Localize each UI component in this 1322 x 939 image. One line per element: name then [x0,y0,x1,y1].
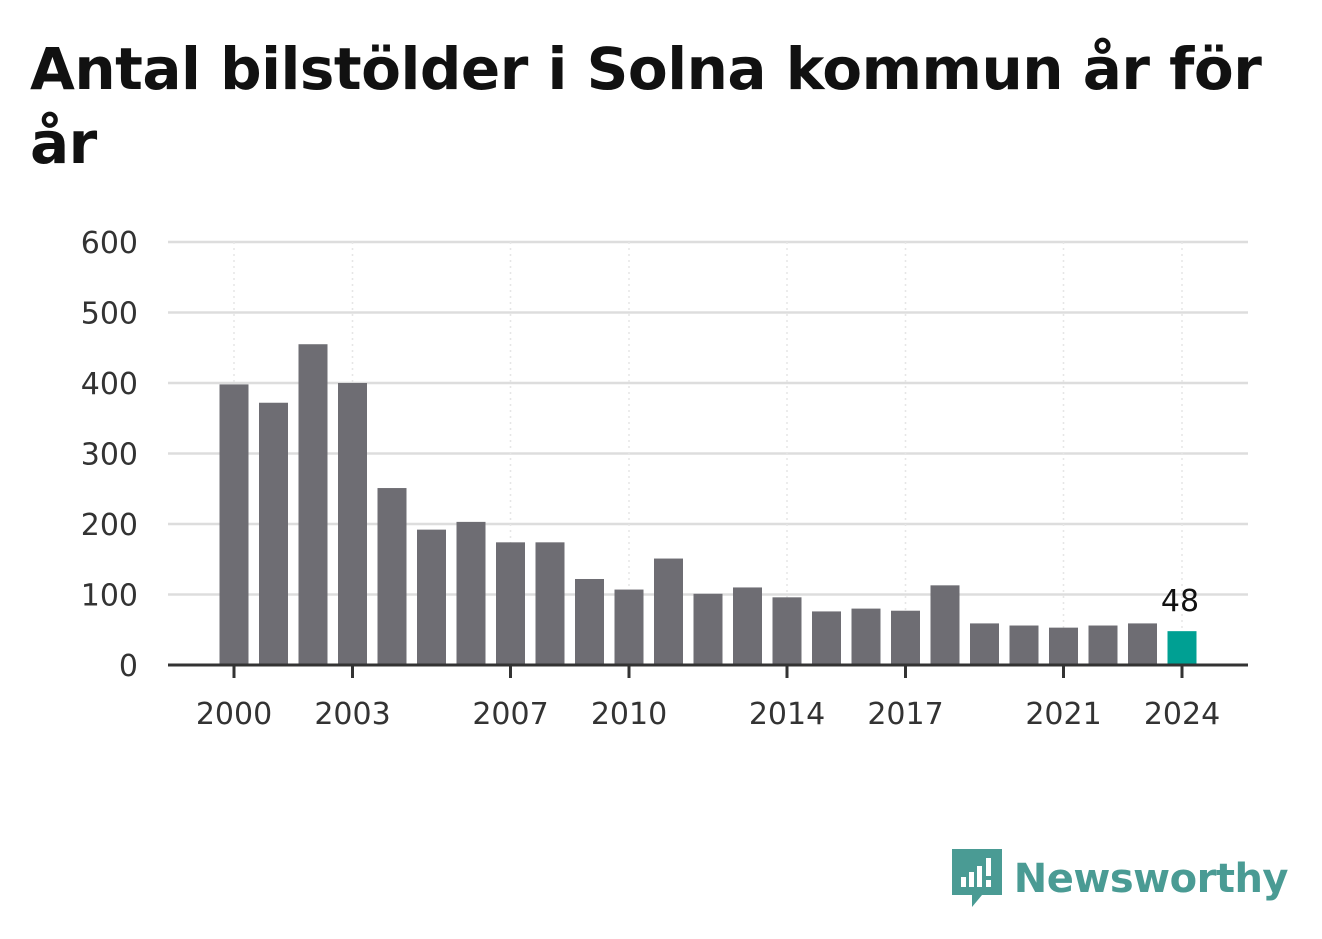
bars [219,344,1197,665]
x-tick-label: 2007 [472,697,548,732]
brand-name: Newsworthy [1013,856,1289,902]
y-tick-label: 0 [119,649,138,684]
bar [417,529,446,665]
bar [219,384,249,665]
x-tick-label: 2021 [1025,697,1101,732]
bar [891,610,920,665]
bar-chart: 0 100 200 300 400 500 600 2000 2003 2007 2010 2014 2… [81,226,1248,732]
bar [1088,625,1118,665]
x-tick-label: 2003 [314,697,390,732]
bar [930,585,960,665]
x-tick-label: 2017 [867,697,943,732]
bar [1049,627,1078,665]
y-tick-label: 400 [81,367,138,402]
x-tick-label: 2000 [196,697,272,732]
bar [259,402,288,665]
bar [456,521,486,665]
bar [338,383,367,665]
y-tick-label: 200 [81,508,138,543]
bar [535,542,565,665]
y-tick-label: 300 [81,438,138,473]
axes [168,663,1248,678]
bar [733,587,762,665]
x-tick-label: 2024 [1144,697,1220,732]
x-tick-label: 2014 [749,697,825,732]
bar [1128,623,1157,665]
bar [851,608,881,665]
y-tick-label: 100 [81,579,138,614]
brand-logo: Newsworthy [951,849,1289,909]
labels: 0 100 200 300 400 500 600 2000 2003 2007 2010 2014 2… [81,226,1220,732]
x-tick-label: 2010 [591,697,667,732]
bar [970,623,999,665]
bar [496,542,525,665]
bar [654,558,683,665]
bar [575,578,604,665]
bar [377,488,407,665]
bar [614,589,644,665]
y-tick-label: 600 [81,226,138,261]
newsworthy-logo-icon [951,849,1002,907]
bar [1009,625,1039,665]
highlight-value-label: 48 [1161,584,1199,619]
chart-title: Antal bilstölder i Solna kommun år för å… [30,35,1262,177]
bar [772,597,802,665]
bar [812,611,841,665]
y-tick-label: 500 [81,297,138,332]
bar [298,344,328,665]
bar-highlight [1167,631,1197,665]
bar [693,593,723,665]
